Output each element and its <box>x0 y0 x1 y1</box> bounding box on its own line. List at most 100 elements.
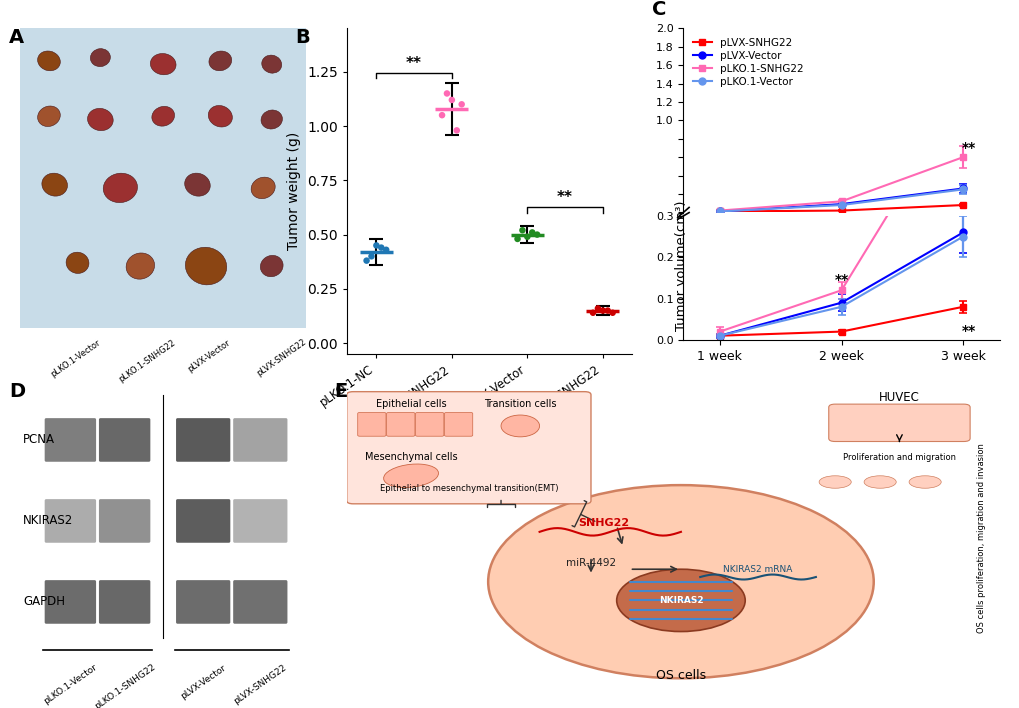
Text: pLVX-SNHG22: pLVX-SNHG22 <box>232 663 288 706</box>
Text: pLKO.1-SNHG22: pLKO.1-SNHG22 <box>117 338 177 384</box>
Text: pLVX-SNHG22: pLVX-SNHG22 <box>255 338 307 379</box>
Ellipse shape <box>488 485 873 678</box>
Text: HUVEC: HUVEC <box>878 392 919 404</box>
FancyBboxPatch shape <box>233 418 287 462</box>
Point <box>443 94 460 105</box>
Point <box>604 307 621 319</box>
Text: pLKO.1-Vector: pLKO.1-Vector <box>49 338 102 379</box>
Text: NKIRAS2 mRNA: NKIRAS2 mRNA <box>722 565 792 573</box>
Text: Epithelial cells: Epithelial cells <box>375 399 446 409</box>
Point <box>589 303 605 314</box>
Point <box>599 305 615 316</box>
Text: **: ** <box>406 56 422 71</box>
Point <box>524 227 540 238</box>
FancyBboxPatch shape <box>415 413 443 436</box>
Point <box>378 244 394 256</box>
Point <box>453 98 470 110</box>
Ellipse shape <box>38 106 60 127</box>
FancyBboxPatch shape <box>358 413 385 436</box>
Point <box>358 255 374 266</box>
Text: GAPDH: GAPDH <box>23 595 65 608</box>
Text: E: E <box>333 382 346 401</box>
Point <box>514 224 530 236</box>
Text: pLKO.1-SNHG22: pLKO.1-SNHG22 <box>93 663 157 708</box>
Ellipse shape <box>818 476 851 489</box>
Point <box>433 110 449 121</box>
Text: miR-4492: miR-4492 <box>566 558 615 568</box>
Y-axis label: Tumor weight (g): Tumor weight (g) <box>287 132 302 251</box>
Text: NKIRAS2: NKIRAS2 <box>658 596 702 605</box>
Point <box>448 125 465 136</box>
Ellipse shape <box>262 55 281 73</box>
Text: **: ** <box>961 142 975 155</box>
FancyBboxPatch shape <box>45 580 96 624</box>
Ellipse shape <box>260 256 283 277</box>
Text: D: D <box>9 382 25 401</box>
Text: A: A <box>9 28 24 47</box>
Ellipse shape <box>863 476 896 489</box>
Ellipse shape <box>103 173 138 202</box>
FancyBboxPatch shape <box>176 580 230 624</box>
Ellipse shape <box>616 569 745 632</box>
Ellipse shape <box>185 247 226 285</box>
FancyBboxPatch shape <box>233 499 287 543</box>
Ellipse shape <box>66 252 89 273</box>
Ellipse shape <box>152 106 174 126</box>
FancyBboxPatch shape <box>99 418 150 462</box>
Text: OS cells: OS cells <box>655 668 705 682</box>
Text: Epithelial to mesenchymal transition(EMT): Epithelial to mesenchymal transition(EMT… <box>379 484 557 493</box>
Text: **: ** <box>556 190 573 205</box>
Text: Tumor volume(cm³): Tumor volume(cm³) <box>675 200 687 331</box>
FancyBboxPatch shape <box>176 499 230 543</box>
FancyBboxPatch shape <box>346 392 590 504</box>
FancyBboxPatch shape <box>176 418 230 462</box>
Point <box>368 240 384 251</box>
Point <box>438 88 454 99</box>
Point <box>373 242 389 253</box>
Point <box>594 305 610 316</box>
Ellipse shape <box>184 173 210 196</box>
FancyBboxPatch shape <box>828 404 969 442</box>
FancyBboxPatch shape <box>233 580 287 624</box>
Text: Mesenchymal cells: Mesenchymal cells <box>365 452 457 462</box>
FancyBboxPatch shape <box>444 413 472 436</box>
FancyBboxPatch shape <box>99 499 150 543</box>
Ellipse shape <box>42 173 67 196</box>
Ellipse shape <box>209 51 231 71</box>
Ellipse shape <box>208 105 232 127</box>
Text: pLKO.1-Vector: pLKO.1-Vector <box>42 663 99 706</box>
FancyBboxPatch shape <box>45 499 96 543</box>
FancyBboxPatch shape <box>45 418 96 462</box>
Ellipse shape <box>383 464 438 488</box>
Text: pLVX-Vector: pLVX-Vector <box>185 338 231 374</box>
Point <box>584 307 600 319</box>
Point <box>508 233 525 244</box>
Ellipse shape <box>251 177 275 199</box>
FancyBboxPatch shape <box>20 28 306 328</box>
Ellipse shape <box>908 476 941 489</box>
Point <box>519 231 535 242</box>
Ellipse shape <box>500 415 539 437</box>
Text: Transition cells: Transition cells <box>484 399 556 409</box>
Text: B: B <box>296 28 310 47</box>
Point <box>529 229 545 240</box>
Text: pLVX-Vector: pLVX-Vector <box>178 663 227 700</box>
Point <box>363 251 379 262</box>
Ellipse shape <box>126 253 155 279</box>
Ellipse shape <box>38 51 60 71</box>
Text: SNHG22: SNHG22 <box>578 518 629 527</box>
Text: PCNA: PCNA <box>23 433 55 447</box>
FancyBboxPatch shape <box>99 580 150 624</box>
Text: OS cells proliferation, migration and invasion: OS cells proliferation, migration and in… <box>976 443 985 633</box>
Legend: pLVX-SNHG22, pLVX-Vector, pLKO.1-SNHG22, pLKO.1-Vector: pLVX-SNHG22, pLVX-Vector, pLKO.1-SNHG22,… <box>688 33 807 91</box>
Text: **: ** <box>834 273 848 287</box>
Ellipse shape <box>88 108 113 131</box>
Ellipse shape <box>261 110 282 129</box>
Ellipse shape <box>91 49 110 67</box>
FancyBboxPatch shape <box>386 413 415 436</box>
Text: C: C <box>651 0 665 19</box>
Text: NKIRAS2: NKIRAS2 <box>23 515 73 527</box>
Text: **: ** <box>961 324 975 338</box>
Ellipse shape <box>150 54 176 75</box>
Text: Proliferation and migration: Proliferation and migration <box>842 452 955 462</box>
